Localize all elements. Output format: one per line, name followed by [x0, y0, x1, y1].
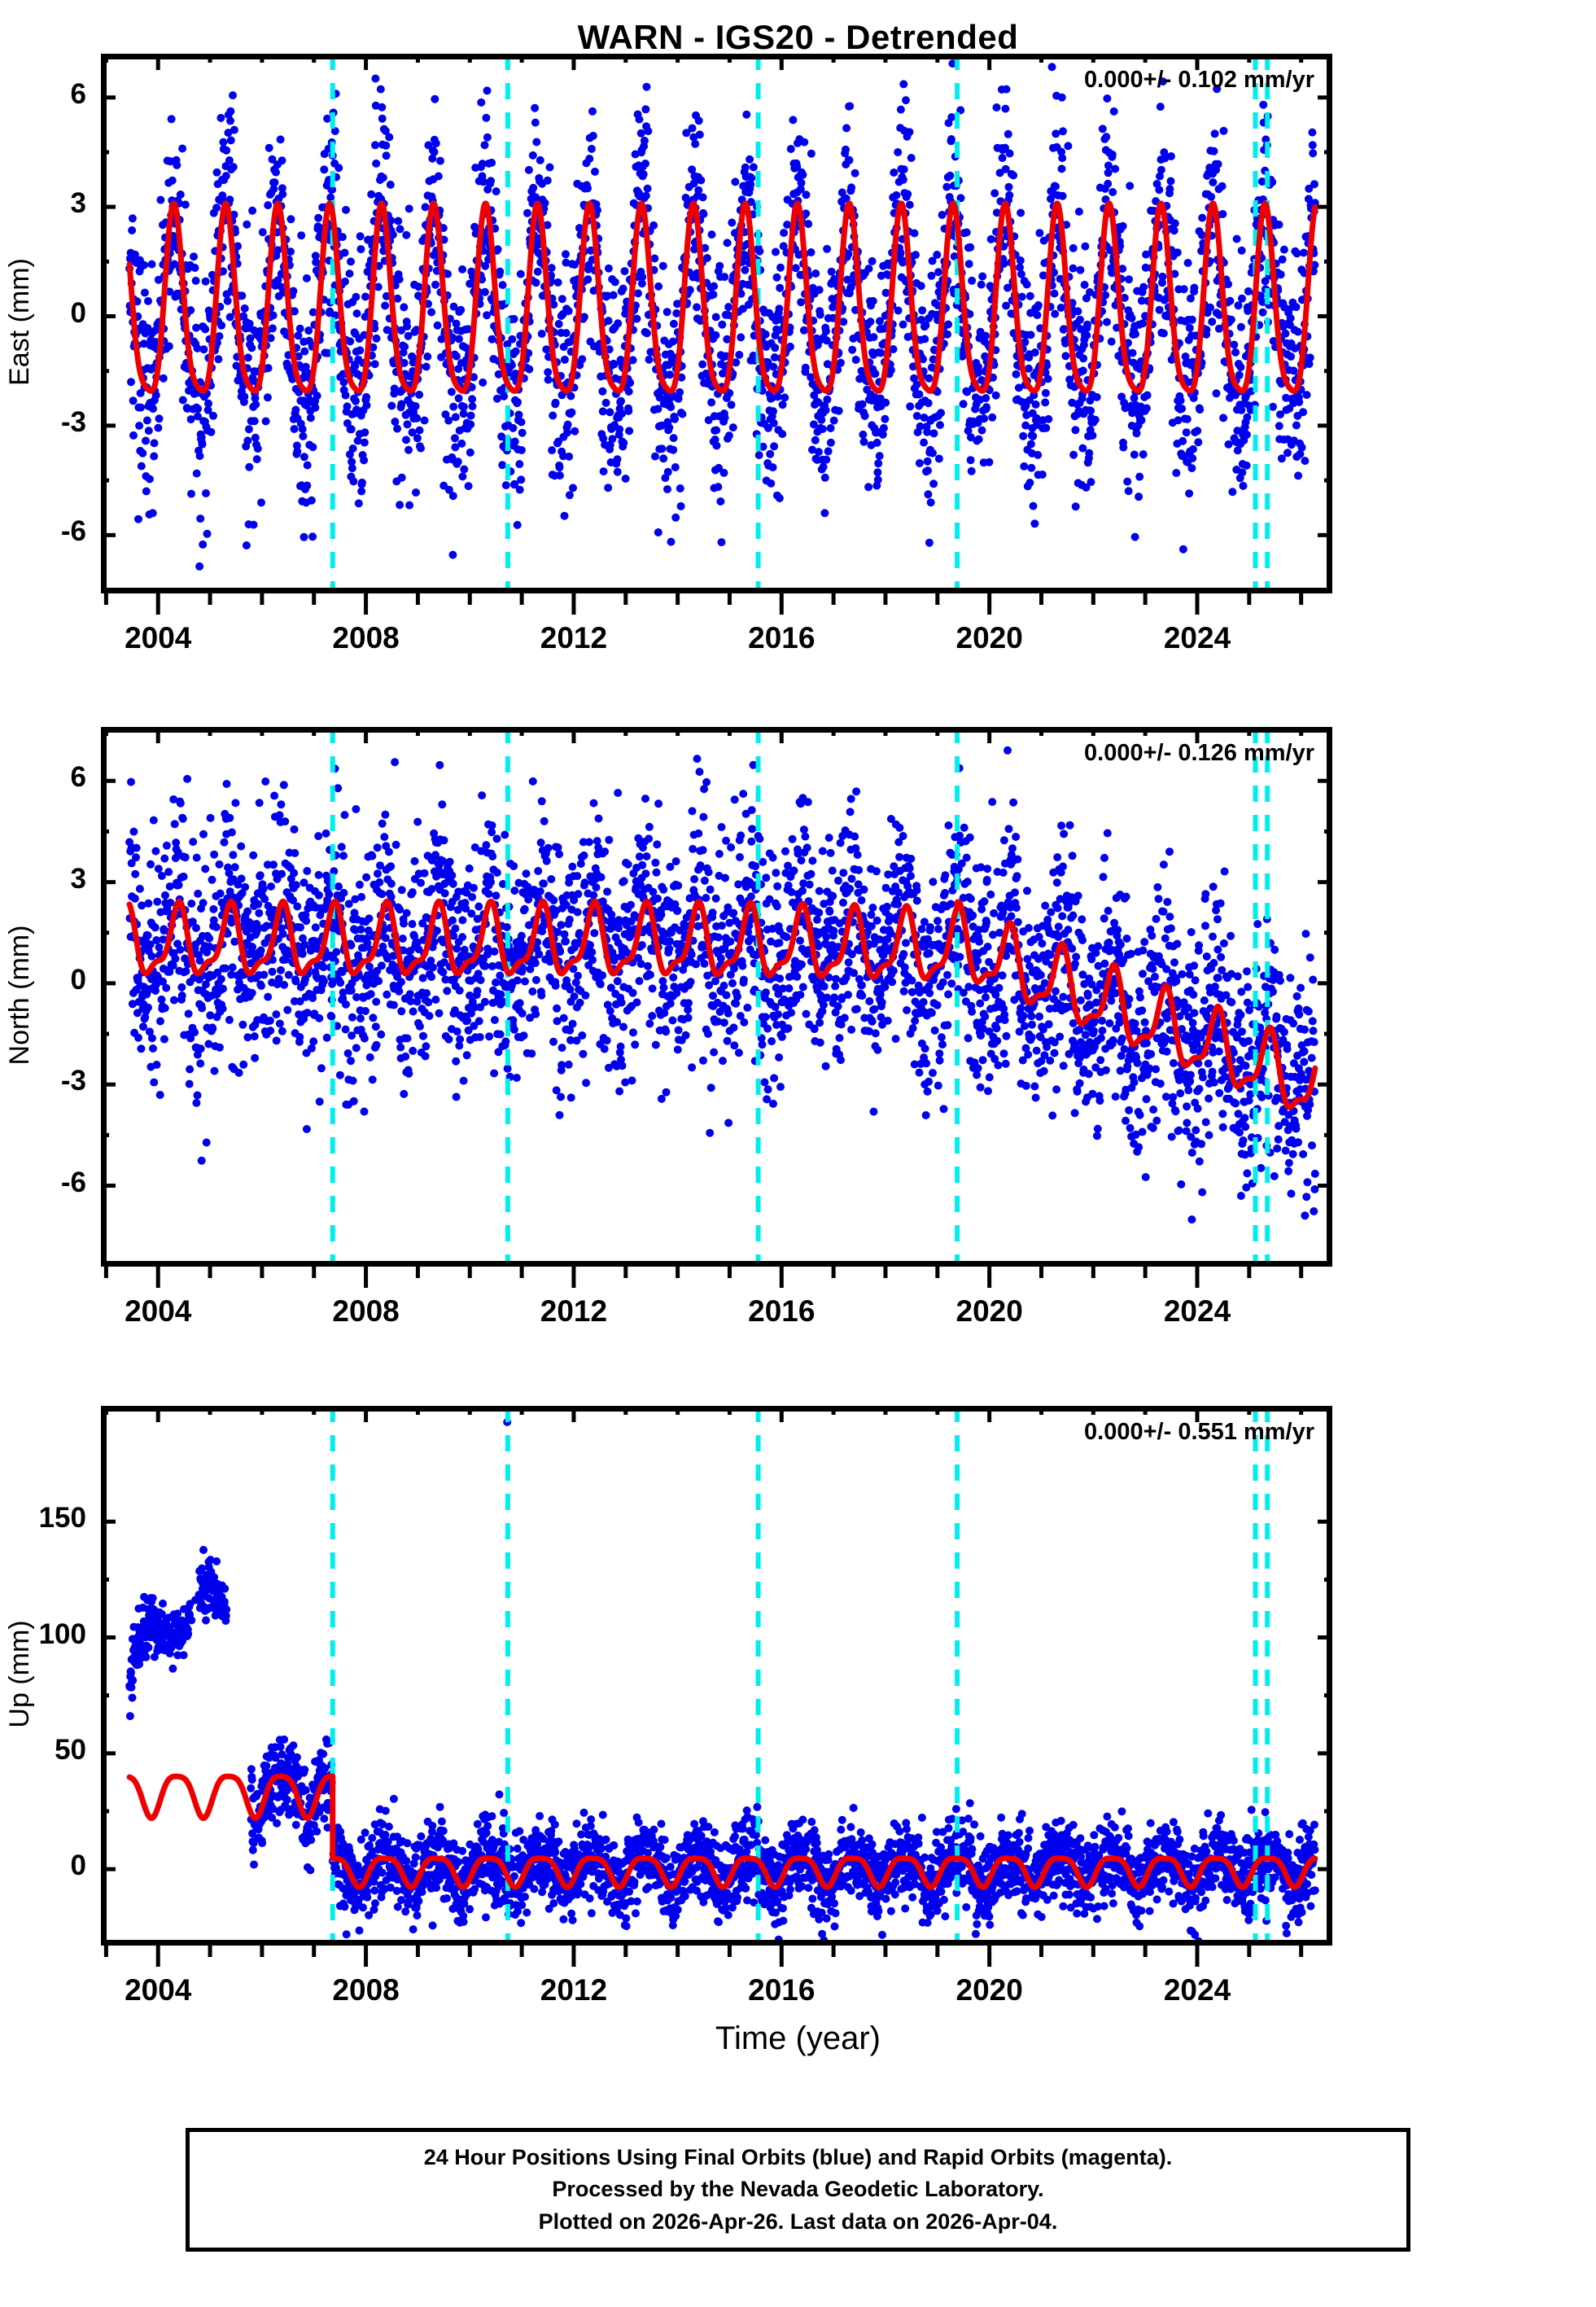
panel-east: 6 3 0 -3 -6 2004 2008 2012 2016 2020 2024 East (mm)… — [101, 54, 1332, 593]
xtick-label-up-2004: 2004 — [85, 1973, 231, 2007]
xtick-label-north-2012: 2012 — [501, 1294, 647, 1329]
xtick-label-east-2024: 2024 — [1124, 621, 1270, 655]
xtick-label-north-2016: 2016 — [708, 1294, 855, 1329]
y-axis-title-north: North (mm) — [4, 725, 36, 1265]
x-axis-title: Time (year) — [0, 2020, 1596, 2057]
footer-line-3: Plotted on 2026-Apr-26. Last data on 202… — [539, 2206, 1058, 2238]
xtick-label-up-2008: 2008 — [293, 1973, 439, 2007]
xtick-label-east-2016: 2016 — [708, 621, 855, 655]
ticks-east — [101, 54, 1365, 650]
page-title: WARN - IGS20 - Detrended — [0, 18, 1596, 57]
xtick-label-up-2024: 2024 — [1124, 1973, 1270, 2007]
y-axis-title-east: East (mm) — [4, 52, 36, 592]
footer-line-1: 24 Hour Positions Using Final Orbits (bl… — [424, 2142, 1173, 2173]
xtick-label-north-2024: 2024 — [1124, 1294, 1270, 1329]
xtick-label-east-2008: 2008 — [293, 621, 439, 655]
xtick-label-up-2016: 2016 — [708, 1973, 855, 2007]
ticks-up — [101, 1406, 1365, 2003]
xtick-label-east-2004: 2004 — [85, 621, 231, 655]
rate-annotation-up: 0.000+/- 0.551 mm/yr — [1084, 1419, 1314, 1446]
panel-up: 150 100 50 0 2004 2008 2012 2016 2020 2024 Up (mm)… — [101, 1406, 1332, 1946]
xtick-label-north-2020: 2020 — [916, 1294, 1063, 1329]
rate-annotation-east: 0.000+/- 0.102 mm/yr — [1084, 67, 1314, 94]
xtick-label-east-2012: 2012 — [501, 621, 647, 655]
xtick-label-north-2004: 2004 — [85, 1294, 231, 1329]
xtick-label-up-2020: 2020 — [916, 1973, 1063, 2007]
ticks-north — [101, 727, 1365, 1324]
panel-north: 6 3 0 -3 -6 2004 2008 2012 2016 2020 2024 North (mm… — [101, 727, 1332, 1267]
xtick-label-up-2012: 2012 — [501, 1973, 647, 2007]
footer-note-box: 24 Hour Positions Using Final Orbits (bl… — [186, 2128, 1410, 2252]
xtick-label-east-2020: 2020 — [916, 621, 1063, 655]
xtick-label-north-2008: 2008 — [293, 1294, 439, 1329]
rate-annotation-north: 0.000+/- 0.126 mm/yr — [1084, 740, 1314, 767]
footer-line-2: Processed by the Nevada Geodetic Laborat… — [552, 2173, 1043, 2205]
y-axis-title-up: Up (mm) — [4, 1404, 36, 1944]
